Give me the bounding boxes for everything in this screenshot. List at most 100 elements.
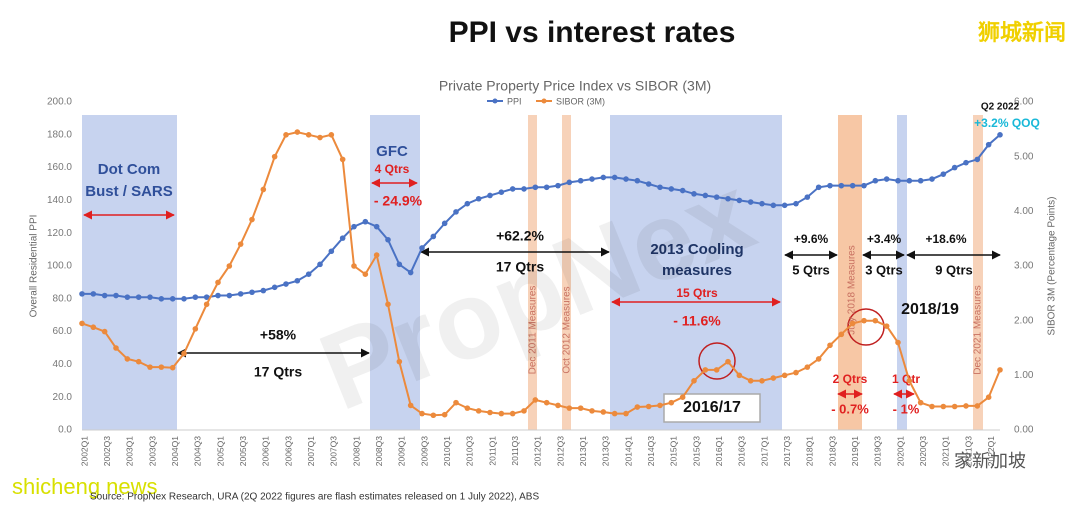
point xyxy=(453,399,459,406)
point xyxy=(260,186,267,193)
point xyxy=(362,271,369,278)
point xyxy=(747,199,754,205)
point xyxy=(997,132,1003,138)
x-tick-label: 2009Q1 xyxy=(397,436,407,467)
point xyxy=(147,294,153,300)
point xyxy=(430,412,437,419)
point xyxy=(940,171,947,177)
x-tick-label: 2015Q1 xyxy=(669,436,679,467)
point xyxy=(974,403,981,409)
annotation: +62.2% xyxy=(496,228,544,244)
point xyxy=(747,378,754,384)
point xyxy=(985,141,992,148)
point xyxy=(419,410,425,417)
y-tick-label: 20.0 xyxy=(53,392,73,403)
point xyxy=(679,187,686,194)
x-tick-label: 2002Q3 xyxy=(102,436,112,467)
point xyxy=(589,408,595,414)
point xyxy=(951,403,958,410)
y2-tick-label: 6.00 xyxy=(1014,97,1034,108)
annotation: 2013 Cooling xyxy=(650,241,743,258)
annotation: +18.6% xyxy=(925,232,966,246)
point xyxy=(317,261,323,268)
chart-title: Private Property Price Index vs SIBOR (3… xyxy=(439,78,711,94)
x-tick-label: 2019Q3 xyxy=(873,436,883,467)
point xyxy=(351,223,357,230)
point xyxy=(294,277,301,284)
point xyxy=(79,320,85,327)
point xyxy=(963,403,969,409)
point xyxy=(895,339,901,346)
point xyxy=(815,184,822,191)
x-tick-label: 2011Q1 xyxy=(487,436,497,466)
footer-brand: shicheng news xyxy=(12,474,158,499)
annotation: 4 Qtrs xyxy=(375,162,410,176)
point xyxy=(532,397,539,403)
x-tick-label: 2015Q3 xyxy=(691,436,701,467)
x-tick-label: 2009Q3 xyxy=(419,436,429,467)
point xyxy=(135,358,142,365)
point xyxy=(906,378,913,384)
point xyxy=(951,164,958,171)
point xyxy=(521,186,527,192)
point xyxy=(373,223,380,230)
x-tick-label: 2018Q3 xyxy=(827,436,837,467)
y-tick-label: 120.0 xyxy=(47,228,72,239)
point xyxy=(339,156,346,163)
point xyxy=(215,292,221,299)
x-tick-label: 2020Q1 xyxy=(895,436,905,467)
point xyxy=(623,176,629,182)
y-tick-label: 0.0 xyxy=(58,425,72,436)
point xyxy=(464,200,471,207)
point xyxy=(725,195,731,202)
y2-tick-label: 1.00 xyxy=(1014,370,1034,381)
point xyxy=(725,358,731,365)
point xyxy=(158,296,165,302)
page-title: PPI vs interest rates xyxy=(449,16,736,49)
point xyxy=(283,132,289,138)
point xyxy=(113,292,119,299)
point xyxy=(634,177,641,184)
point xyxy=(861,182,867,189)
y-tick-label: 160.0 xyxy=(47,162,72,173)
x-tick-label: 2011Q3 xyxy=(510,436,520,466)
annotation: 5 Qtrs xyxy=(792,262,830,277)
x-tick-label: 2014Q1 xyxy=(623,436,633,467)
point xyxy=(827,342,833,349)
annotation: 2 Qtrs xyxy=(833,372,868,386)
point xyxy=(770,202,777,209)
point xyxy=(736,197,743,204)
annotation: 1 Qtr xyxy=(892,372,920,386)
point xyxy=(611,174,618,181)
point xyxy=(929,176,935,182)
point xyxy=(271,284,278,291)
x-tick-label: 2022Q1 xyxy=(986,436,996,467)
annotation: 2016/17 xyxy=(683,399,741,416)
y2-tick-label: 4.00 xyxy=(1014,206,1034,217)
measure-label: Oct 2012 Measures xyxy=(562,286,573,373)
annotation: - 11.6% xyxy=(673,313,721,329)
y-tick-label: 100.0 xyxy=(47,261,72,272)
point xyxy=(804,194,811,200)
y2-axis-label: SIBOR 3M (Percentage Points) xyxy=(1047,197,1058,336)
annotation: 3 Qtrs xyxy=(865,262,903,277)
point xyxy=(838,331,845,338)
point xyxy=(736,372,743,379)
point xyxy=(577,405,584,411)
point xyxy=(249,216,255,223)
point xyxy=(328,132,335,138)
point xyxy=(215,279,221,286)
point xyxy=(328,248,335,255)
point xyxy=(963,159,969,166)
point xyxy=(691,378,697,384)
measure-label: Dec 2021 Measures xyxy=(973,285,984,375)
x-tick-label: 2004Q1 xyxy=(170,436,180,467)
y-tick-label: 60.0 xyxy=(53,326,73,337)
point xyxy=(203,301,210,308)
legend-label: PPI xyxy=(507,96,522,106)
x-tick-label: 2017Q1 xyxy=(759,436,769,467)
point xyxy=(713,367,720,373)
point xyxy=(623,410,629,417)
annotation: - 1% xyxy=(893,401,920,416)
point xyxy=(600,409,607,415)
